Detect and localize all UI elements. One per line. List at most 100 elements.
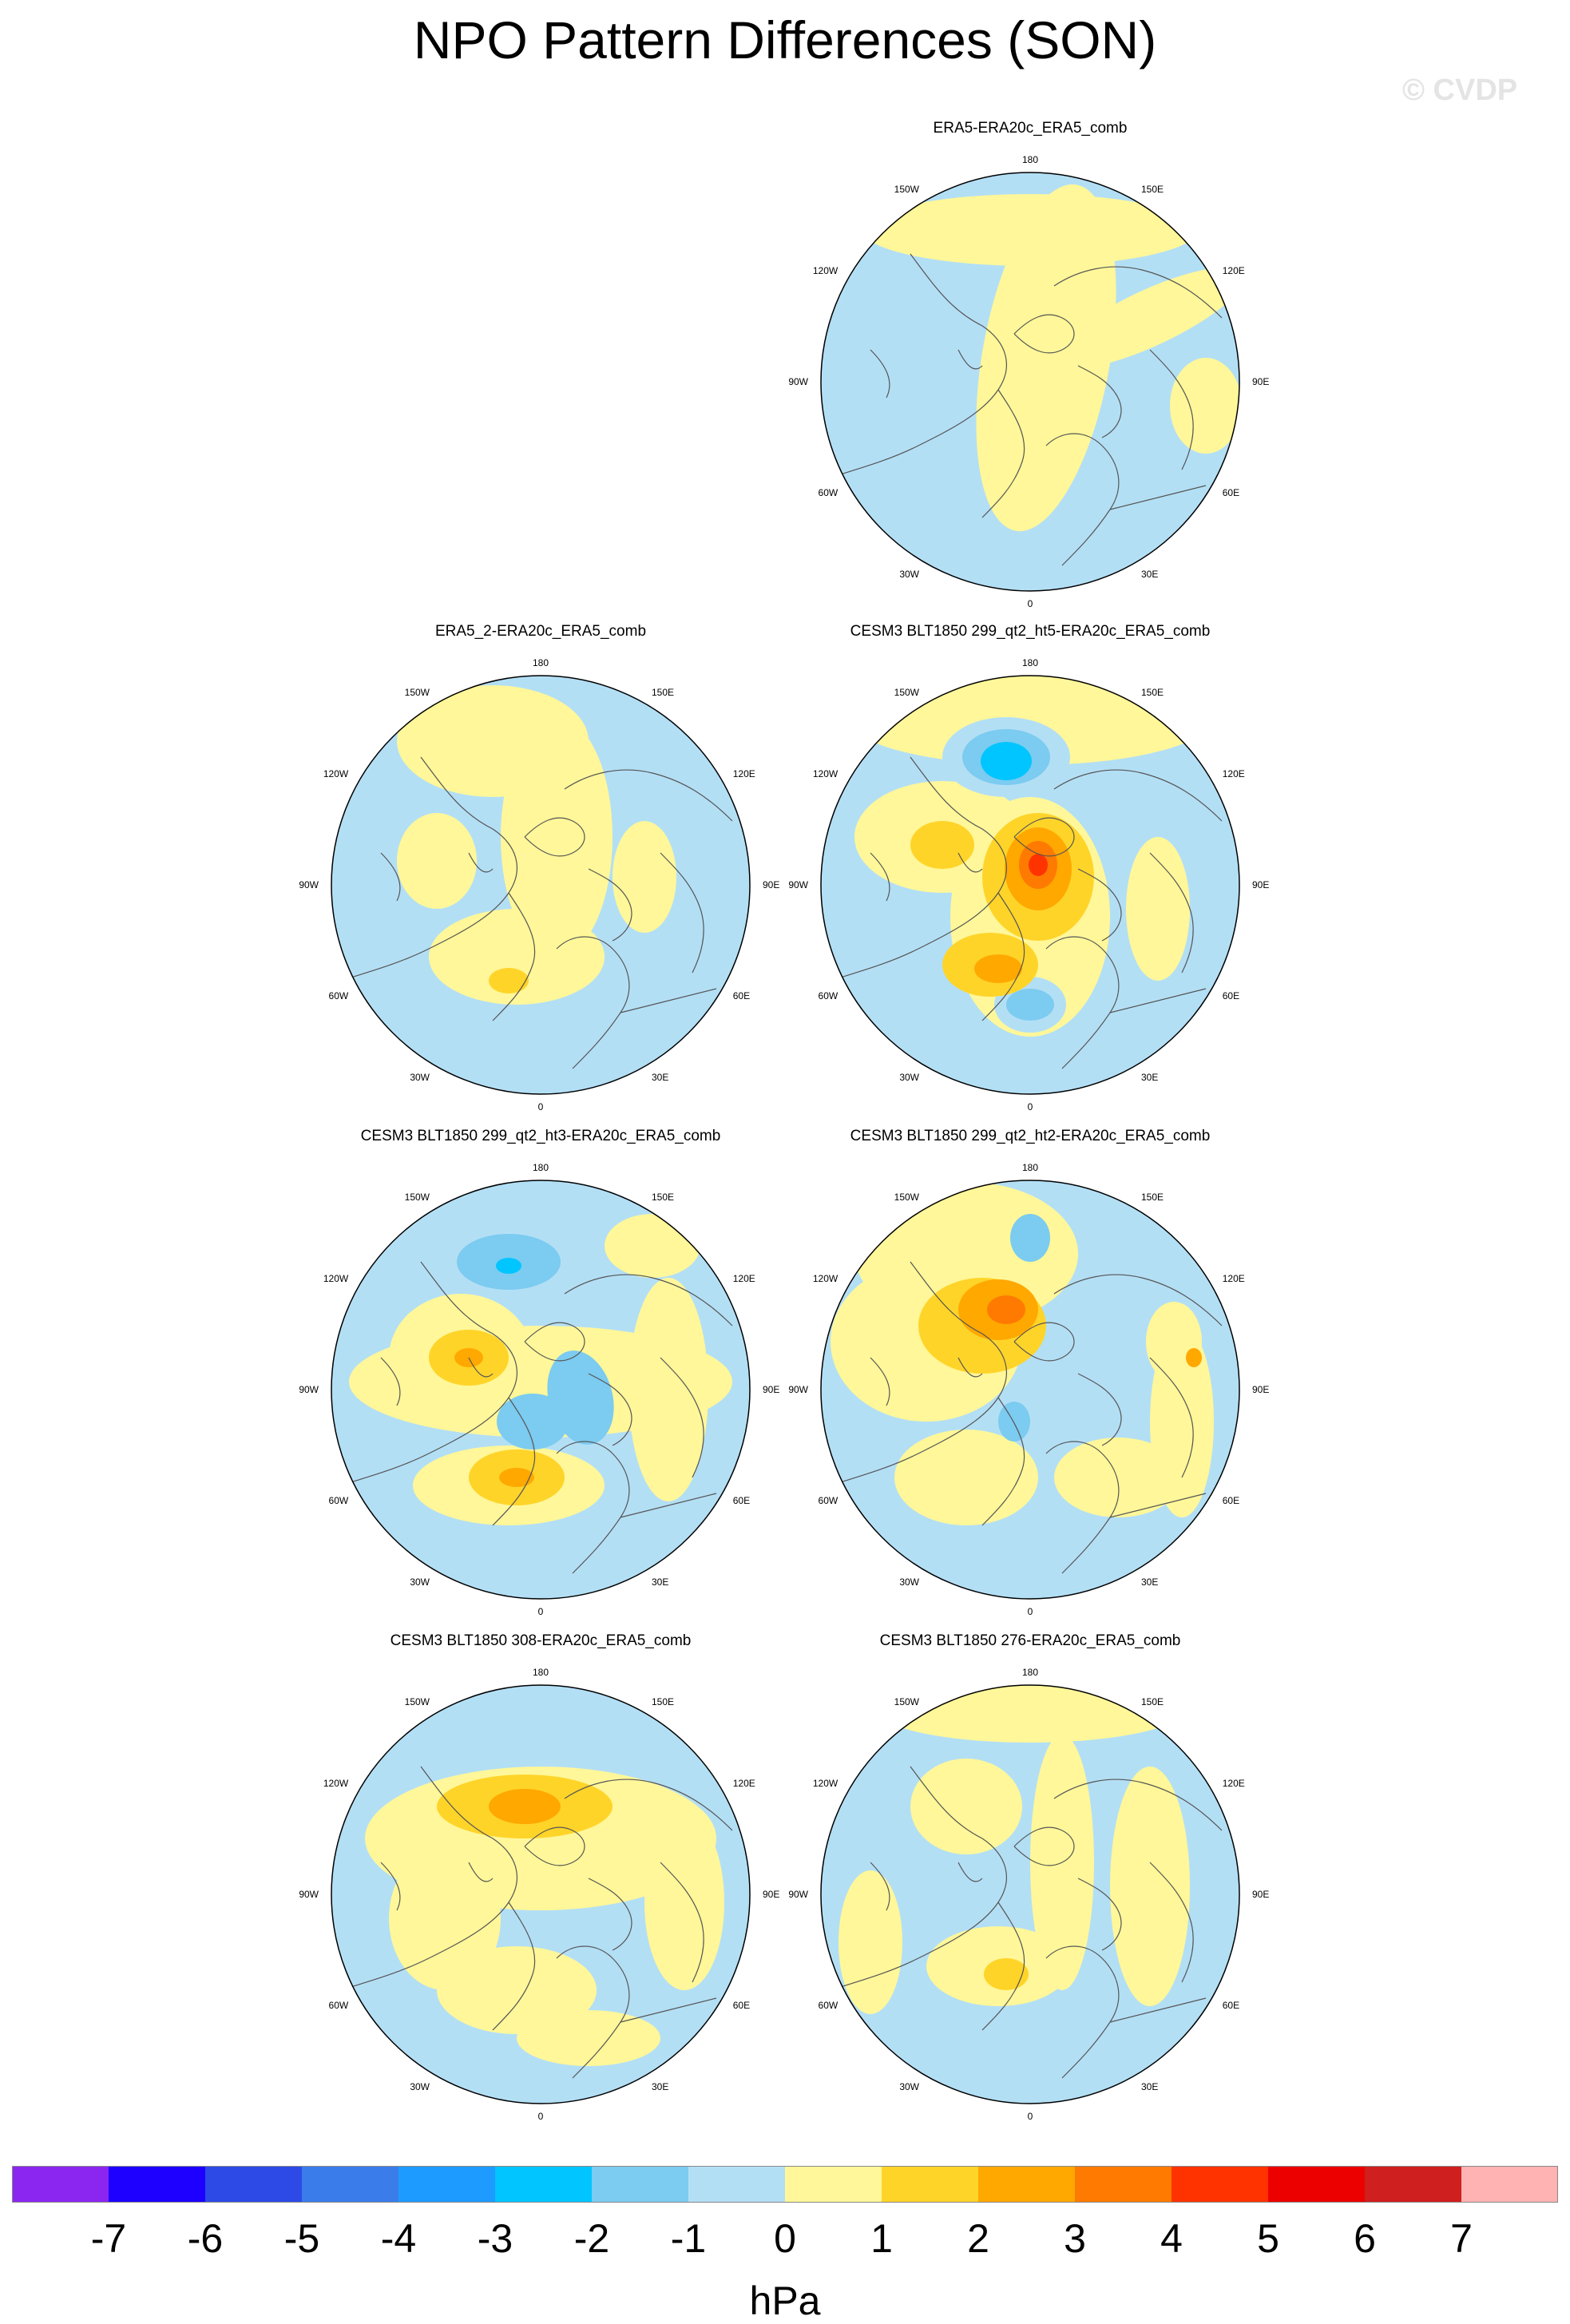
coastline (870, 852, 890, 902)
coastline (1077, 365, 1122, 438)
contour-region (489, 1789, 561, 1824)
contour-region (1146, 1302, 1202, 1382)
colorbar-tick-label: -4 (381, 2216, 416, 2261)
lon-label-mid_lower_left: 60W (329, 2000, 349, 2011)
lon-label-lower_right: 30E (1141, 1576, 1158, 1588)
lon-label-upper_left: 150W (894, 1192, 920, 1203)
anomaly-field (397, 685, 676, 1005)
lon-label-left: 90W (788, 376, 808, 387)
lon-label-upper_right: 150E (1141, 687, 1164, 698)
contour-region (976, 184, 1116, 532)
lon-label-top: 180 (1022, 657, 1038, 668)
map-panel: CESM3 BLT1850 299_qt2_ht5-ERA20c_ERA5_co… (775, 623, 1286, 1118)
lon-label-upper_left: 150W (894, 687, 920, 698)
coastline (1045, 1945, 1120, 2079)
anomaly-field (365, 1767, 724, 2066)
coastline (1149, 1862, 1194, 1983)
lon-label-right: 90E (763, 879, 779, 890)
lon-label-mid_upper_right: 120E (733, 1778, 755, 1789)
lon-label-lower_left: 30W (410, 2081, 430, 2092)
panel-title: ERA5-ERA20c_ERA5_comb (933, 120, 1128, 137)
map-border (820, 1684, 1240, 2104)
map-panel: CESM3 BLT1850 299_qt2_ht2-ERA20c_ERA5_co… (775, 1128, 1286, 1623)
contour-region (628, 1278, 708, 1501)
coastline (492, 1902, 536, 2031)
lon-label-top: 180 (1022, 1667, 1038, 1678)
coastline (870, 1357, 890, 1406)
lon-label-right: 90E (1252, 1384, 1269, 1395)
lon-label-bottom: 0 (538, 1606, 544, 1617)
contour-region (910, 1759, 1022, 1854)
coastline (1045, 1441, 1120, 1574)
coastline (492, 892, 536, 1021)
colorbar-swatch (205, 2166, 302, 2203)
coastline (524, 1322, 585, 1362)
coastline (1109, 1493, 1207, 1518)
contour-region (1186, 1348, 1202, 1367)
coastline (1053, 1779, 1223, 1831)
coastline (957, 349, 983, 370)
lon-label-right: 90E (763, 1384, 779, 1395)
contour-region (499, 1468, 534, 1487)
lon-label-mid_upper_right: 120E (1223, 768, 1245, 779)
lon-label-mid_upper_left: 120W (323, 1273, 349, 1284)
lon-label-right: 90E (763, 1889, 779, 1900)
colorbar-swatch (109, 2166, 205, 2203)
colorbar-swatch (785, 2166, 882, 2203)
lon-label-top: 180 (533, 1162, 549, 1173)
lon-label-mid_lower_right: 60E (1223, 990, 1239, 1001)
lon-label-lower_right: 30E (652, 1072, 668, 1083)
coastline (380, 852, 401, 902)
polar-map: 180 150E 120E 90E 60E 30E 0 30W 60W 90W 120W 150W (788, 1667, 1269, 2122)
coastline (620, 1997, 717, 2023)
contour-region (839, 1870, 902, 2014)
coastlines (830, 756, 1223, 1069)
lon-label-top: 180 (1022, 154, 1038, 165)
lon-label-upper_left: 150W (894, 1696, 920, 1707)
lon-label-mid_lower_right: 60E (733, 990, 750, 1001)
coastline (380, 1862, 401, 1911)
page-title: NPO Pattern Differences (SON) (413, 10, 1157, 69)
colorbar-tick-label: -3 (478, 2216, 513, 2261)
contour-region (613, 821, 676, 933)
colorbar-tick-label: -2 (574, 2216, 609, 2261)
coastline (564, 1779, 733, 1831)
map-panel: CESM3 BLT1850 299_qt2_ht3-ERA20c_ERA5_co… (285, 1128, 796, 1623)
coastline (981, 389, 1025, 518)
contour-region (984, 1958, 1029, 1990)
colorbar-tick-label: -6 (188, 2216, 223, 2261)
lon-label-mid_upper_right: 120E (733, 1273, 755, 1284)
lon-label-upper_left: 150W (405, 687, 430, 698)
lon-label-mid_lower_right: 60E (1223, 487, 1239, 498)
coastline (468, 852, 494, 873)
lon-label-mid_upper_left: 120W (813, 768, 839, 779)
coastlines (340, 1766, 733, 2079)
colorbar-swatch (1172, 2166, 1268, 2203)
lon-label-mid_lower_left: 60W (329, 990, 349, 1001)
colorbar-swatch (1461, 2166, 1558, 2203)
lon-label-upper_right: 150E (1141, 1192, 1164, 1203)
lon-label-mid_lower_left: 60W (819, 990, 839, 1001)
lon-label-lower_right: 30E (1141, 2081, 1158, 2092)
contour-region (981, 742, 1032, 780)
lon-label-top: 180 (533, 657, 549, 668)
colorbar-tick-label: -5 (284, 2216, 319, 2261)
lon-label-right: 90E (1252, 1889, 1269, 1900)
anomaly-field (862, 184, 1239, 532)
contour-region (1029, 854, 1048, 876)
polar-map: 180 150E 120E 90E 60E 30E 0 30W 60W 90W 120W 150W (299, 657, 779, 1112)
lon-label-lower_right: 30E (1141, 1072, 1158, 1083)
polar-map: 180 150E 120E 90E 60E 30E 0 30W 60W 90W 120W 150W (788, 154, 1269, 609)
coastline (870, 1862, 890, 1911)
lon-label-mid_lower_right: 60E (1223, 2000, 1239, 2011)
contour-region (998, 1402, 1030, 1442)
lon-label-bottom: 0 (1028, 2111, 1033, 2122)
lon-label-mid_upper_left: 120W (813, 1273, 839, 1284)
colorbar-swatch (592, 2166, 688, 2203)
contour-region (894, 1430, 1038, 1525)
coastline (468, 1862, 494, 1882)
lon-label-mid_lower_left: 60W (819, 2000, 839, 2011)
lon-label-mid_lower_right: 60E (733, 2000, 750, 2011)
coastline (588, 1878, 632, 1951)
contour-region (1110, 1767, 1190, 2006)
